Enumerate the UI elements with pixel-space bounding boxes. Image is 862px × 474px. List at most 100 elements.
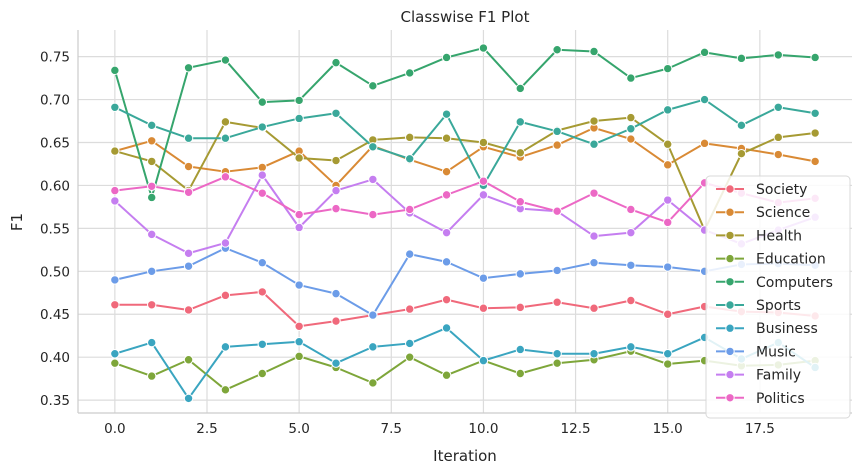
legend-swatch-marker [725, 369, 735, 380]
data-point-health [515, 148, 525, 158]
legend-swatch-marker [725, 346, 735, 357]
y-tick-label: 0.70 [40, 93, 70, 109]
data-point-computers [110, 65, 120, 76]
legend-item-health: Health [716, 228, 802, 244]
data-point-society [515, 302, 525, 313]
data-point-music [552, 265, 562, 276]
legend-label: Business [756, 321, 818, 337]
data-point-computers [515, 83, 525, 94]
data-point-society [257, 287, 267, 297]
data-point-business [257, 339, 267, 350]
x-tick-label: 5.0 [288, 421, 309, 437]
data-point-health [589, 116, 599, 126]
data-point-computers [220, 55, 231, 65]
data-point-music [257, 258, 267, 268]
data-point-computers [183, 63, 194, 73]
y-axis-label: F1 [8, 213, 26, 231]
data-point-health [110, 146, 120, 156]
data-point-sports [183, 133, 194, 143]
legend-label: Computers [756, 275, 833, 291]
data-point-business [552, 349, 562, 359]
data-point-business [589, 349, 599, 359]
data-point-music [441, 257, 452, 267]
y-tick-label: 0.65 [40, 135, 70, 151]
legend-label: Science [756, 205, 810, 221]
data-point-music [331, 288, 341, 299]
data-point-science [663, 160, 673, 170]
data-point-business [405, 338, 415, 349]
data-point-business [294, 337, 304, 347]
data-point-education [441, 370, 452, 380]
series-line-business [114, 326, 816, 400]
data-point-education [663, 359, 673, 369]
data-point-computers [699, 47, 710, 58]
data-point-music [294, 280, 304, 290]
data-point-business [110, 349, 120, 359]
data-point-computers [589, 46, 599, 57]
data-point-business [515, 344, 525, 355]
data-point-sports [257, 122, 267, 132]
data-point-education [294, 351, 304, 362]
data-point-business [368, 342, 378, 352]
data-point-business [183, 393, 194, 404]
x-tick-label: 10.0 [468, 421, 498, 437]
data-point-politics [405, 204, 415, 215]
legend-swatch-marker [725, 323, 735, 333]
legend-item-business: Business [716, 321, 818, 337]
data-point-science [147, 136, 157, 146]
data-point-sports [663, 105, 673, 115]
data-point-politics [183, 187, 194, 198]
data-point-music [478, 273, 489, 283]
data-point-science [810, 156, 820, 167]
data-point-computers [478, 43, 489, 53]
y-tick-label: 0.40 [40, 350, 70, 366]
data-point-society [663, 309, 673, 319]
legend-label: Family [756, 368, 801, 384]
y-tick-label: 0.45 [40, 307, 70, 323]
series-line-education [114, 350, 816, 391]
legend-label: Education [756, 252, 826, 268]
data-point-business [626, 342, 636, 352]
x-tick-label: 2.5 [196, 421, 217, 437]
data-point-science [183, 161, 194, 172]
legend-swatch-marker [725, 184, 735, 194]
legend-swatch-marker [725, 230, 735, 241]
data-point-family [663, 195, 673, 205]
data-point-sports [810, 108, 820, 118]
chart-title: Classwise F1 Plot [401, 8, 530, 26]
data-point-politics [478, 176, 489, 186]
data-point-health [810, 128, 820, 138]
data-point-education [220, 385, 231, 395]
data-point-computers [663, 63, 673, 74]
data-point-family [110, 196, 120, 206]
data-point-science [773, 149, 783, 160]
legend-item-politics: Politics [716, 391, 805, 407]
data-point-education [368, 378, 378, 388]
data-point-sports [736, 120, 747, 131]
y-tick-label: 0.75 [40, 50, 70, 66]
data-point-sports [441, 109, 452, 119]
data-point-sports [368, 142, 378, 152]
data-point-family [257, 170, 267, 180]
legend-swatch-marker [725, 393, 735, 403]
x-axis-label: Iteration [433, 447, 497, 465]
data-point-science [699, 138, 710, 149]
legend-swatch-marker [725, 253, 735, 264]
tick-labels: 0.0 2.5 5.0 7.5 10.0 12.5 15.0 17.5 0.35 0.40 0.45… [40, 50, 775, 437]
data-point-education [183, 355, 194, 365]
series-line-science [114, 126, 816, 187]
data-point-sports [773, 102, 783, 112]
legend-label: Sports [756, 298, 801, 314]
data-point-health [294, 153, 304, 163]
data-point-society [478, 303, 489, 313]
data-point-sports [589, 139, 599, 149]
data-point-business [331, 358, 341, 368]
data-point-computers [626, 73, 636, 83]
series-line-family [114, 174, 816, 255]
data-point-science [441, 166, 452, 177]
data-point-society [183, 305, 194, 315]
data-point-sports [515, 117, 525, 127]
data-point-family [626, 227, 636, 238]
x-tick-label: 7.5 [381, 421, 402, 437]
series-politics [110, 172, 820, 228]
